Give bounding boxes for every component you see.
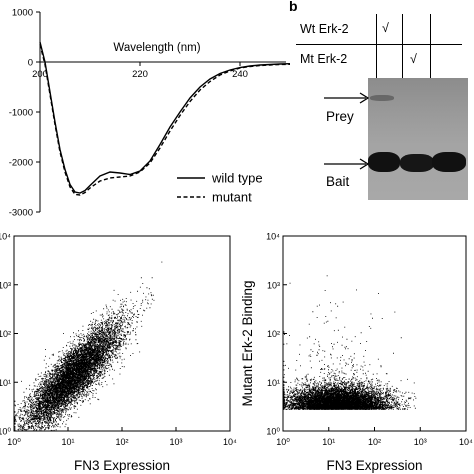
- cd-y-tick-label: 1000: [12, 8, 33, 19]
- bait-band-1: [368, 152, 400, 172]
- table-row-divider: [296, 44, 462, 45]
- sc1-y-tick-label: 10⁴: [0, 232, 11, 242]
- prey-label: Prey: [326, 109, 354, 124]
- prey-arrow: [324, 92, 370, 104]
- bait-band-2: [400, 154, 434, 172]
- sc1-x-tick-label: 10¹: [61, 437, 74, 447]
- cd-axes: -3000 -2000 -1000 0 1000 200 220 240 Wavelength …: [9, 8, 286, 219]
- scatter-left-chart: 10⁰ 10¹ 10² 10³ 10⁴ 10⁰ 10¹ 10² 10³ 10⁴ FN3 Expres…: [0, 232, 237, 474]
- sc2-x-tick-label: 10³: [414, 437, 427, 447]
- cd-spectrum-chart: -3000 -2000 -1000 0 1000 200 220 240 Wavelength …: [9, 8, 291, 219]
- wt-check-mark: √: [382, 21, 389, 35]
- scatter-right-chart: 10⁰ 10¹ 10² 10³ 10⁴ 10⁰ 10¹ 10² 10³ 10⁴ FN3 Expres…: [240, 232, 473, 474]
- mt-check-mark: √: [410, 52, 417, 66]
- cd-legend-label-1: wild type: [211, 171, 263, 186]
- sc1-y-tick-label: 10³: [0, 280, 11, 290]
- cd-y-tick-label: 0: [28, 58, 33, 69]
- bait-arrow: [324, 158, 370, 170]
- sc2-y-axis-title: Mutant Erk-2 Binding: [240, 280, 255, 406]
- sc2-x-tick-label: 10²: [368, 437, 381, 447]
- sc2-x-tick-label: 10⁴: [459, 437, 473, 447]
- sc1-y-tick-label: 10²: [0, 329, 11, 339]
- sc1-x-axis-title: FN3 Expression: [74, 458, 170, 473]
- cd-x-tick-label: 200: [32, 69, 48, 80]
- cd-series-line-2: [39, 44, 291, 196]
- sc2-x-tick-label: 10¹: [322, 437, 335, 447]
- bait-band-3: [432, 152, 466, 172]
- sc2-x-tick-label: 10⁰: [276, 437, 290, 447]
- row-wt-erk2-label: Wt Erk-2: [300, 22, 349, 36]
- bait-label: Bait: [326, 174, 350, 189]
- cd-y-tick-label: -1000: [9, 108, 33, 119]
- sc1-x-tick-label: 10⁰: [7, 437, 21, 447]
- cd-y-tick-label: -3000: [9, 208, 33, 219]
- sc1-x-tick-label: 10⁴: [223, 437, 237, 447]
- gel-image: [368, 78, 468, 200]
- cd-legend-label-2: mutant: [212, 190, 252, 205]
- sc1-x-tick-label: 10³: [169, 437, 182, 447]
- sc2-y-tick-label: 10³: [267, 280, 280, 290]
- panel-b-label: b: [289, 0, 298, 14]
- cd-x-axis-title: Wavelength (nm): [113, 42, 200, 54]
- sc1-y-tick-label: 10¹: [0, 378, 11, 388]
- sc2-y-tick-label: 10⁴: [266, 232, 280, 242]
- sc2-y-tick-label: 10²: [267, 329, 280, 339]
- sc2-x-axis-title: FN3 Expression: [326, 458, 422, 473]
- table-col-divider-2: [402, 14, 403, 78]
- sc1-x-tick-label: 10²: [115, 437, 128, 447]
- cd-y-tick-label: -2000: [9, 158, 33, 169]
- cd-x-tick-label: 240: [232, 69, 248, 80]
- table-col-divider-3: [430, 14, 431, 78]
- gel-arrows: [324, 92, 370, 170]
- sc1-points: [14, 261, 163, 432]
- sc2-y-tick-label: 10⁰: [266, 427, 280, 437]
- row-mt-erk2-label: Mt Erk-2: [300, 52, 348, 66]
- cd-series: [39, 41, 291, 196]
- sc2-points: [283, 275, 417, 410]
- sc1-y-tick-label: 10⁰: [0, 427, 11, 437]
- sc2-y-tick-label: 10¹: [267, 378, 280, 388]
- table-col-divider-1: [376, 14, 377, 78]
- cd-x-tick-label: 220: [132, 69, 148, 80]
- pulldown-table: Wt Erk-2 √ Mt Erk-2 √: [296, 8, 466, 80]
- cd-legend: wild type mutant: [177, 171, 263, 205]
- prey-band: [370, 95, 394, 101]
